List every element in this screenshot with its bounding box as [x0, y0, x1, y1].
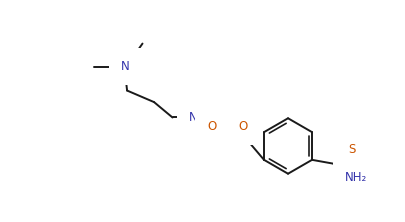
Text: NH₂: NH₂	[345, 171, 367, 184]
Text: S: S	[224, 134, 231, 147]
Text: O: O	[207, 120, 216, 133]
Text: S: S	[348, 143, 356, 156]
Text: NH: NH	[189, 111, 207, 124]
Text: O: O	[238, 120, 247, 133]
Text: N: N	[120, 60, 129, 73]
